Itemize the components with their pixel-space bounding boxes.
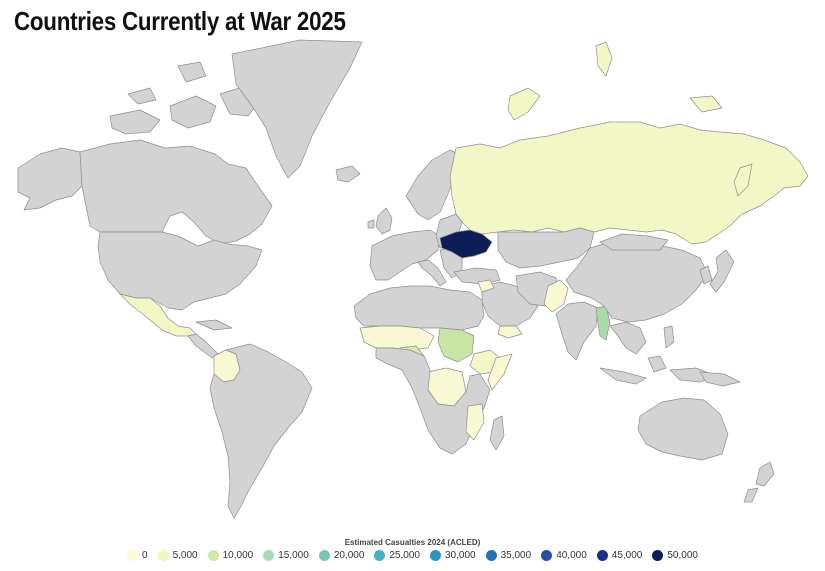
country-ukraine <box>439 229 493 259</box>
country-alaska <box>17 147 83 211</box>
country-turkey <box>453 267 501 285</box>
country-australia <box>637 397 729 461</box>
country-kazakhstan-central-asia <box>497 227 595 269</box>
country-korea-japan <box>699 249 735 293</box>
legend-swatch <box>485 550 497 561</box>
legend-swatch <box>652 550 664 561</box>
legend-item: 5,000 <box>157 550 198 561</box>
country-north-africa <box>353 285 485 331</box>
country-pakistan <box>543 279 569 313</box>
country-uk <box>367 207 393 235</box>
legend-swatch <box>541 550 553 561</box>
country-russia-islands <box>507 41 753 197</box>
country-madagascar <box>489 415 505 451</box>
legend-item: 0 <box>127 550 148 561</box>
legend-label: 25,000 <box>389 550 420 561</box>
country-syria <box>477 279 495 293</box>
legend-item: 20,000 <box>318 550 365 561</box>
world-map <box>0 36 825 536</box>
legend-item: 45,000 <box>596 550 643 561</box>
legend-item: 40,000 <box>541 550 587 561</box>
country-central-america <box>187 333 219 359</box>
country-philippines <box>663 325 675 349</box>
legend-item: 30,000 <box>430 550 476 561</box>
legend-label: 35,000 <box>500 550 532 561</box>
country-russia <box>449 121 809 245</box>
country-yemen <box>497 325 523 339</box>
legend-label: 45,000 <box>611 550 643 561</box>
legend-swatch <box>430 550 441 561</box>
legend-label: 20,000 <box>333 550 365 561</box>
legend-swatch <box>127 550 139 561</box>
country-india <box>555 301 599 361</box>
legend-title: Estimated Casualties 2024 (ACLED) <box>344 538 481 547</box>
country-indonesia <box>599 355 717 385</box>
country-south-america <box>209 343 313 519</box>
legend-label: 0 <box>142 550 148 561</box>
country-iceland <box>335 165 361 183</box>
legend-label: 50,000 <box>667 550 698 561</box>
legend-item: 15,000 <box>263 550 309 561</box>
legend-label: 40,000 <box>556 550 587 561</box>
country-mongolia <box>599 233 669 251</box>
country-canada <box>79 139 273 245</box>
legend-swatch <box>207 550 219 561</box>
legend-swatch <box>374 550 386 561</box>
legend-label: 10,000 <box>222 550 254 561</box>
legend-label: 30,000 <box>445 550 476 561</box>
country-new-zealand <box>743 461 775 503</box>
legend-item: 25,000 <box>374 550 420 561</box>
legend-item: 50,000 <box>652 550 698 561</box>
legend-swatch <box>318 550 330 561</box>
legend-swatch <box>596 550 608 561</box>
country-sahel <box>359 325 435 351</box>
country-new-guinea <box>699 371 741 387</box>
page-title: Countries Currently at War 2025 <box>14 6 346 36</box>
legend-item: 35,000 <box>485 550 532 561</box>
legend-label: 15,000 <box>278 550 309 561</box>
country-usa <box>97 231 263 311</box>
legend-swatch <box>157 550 169 561</box>
legend-swatch <box>263 550 275 561</box>
country-sudan <box>437 327 475 363</box>
country-cuba <box>195 319 233 331</box>
legend-item: 10,000 <box>207 550 254 561</box>
legend: 0 5,000 10,000 15,000 20,000 25,000 30,000 35,0… <box>0 550 825 561</box>
country-central-south-africa <box>375 347 491 455</box>
country-southeast-asia <box>609 321 647 355</box>
country-greenland <box>231 39 363 179</box>
country-somalia <box>487 353 513 391</box>
legend-label: 5,000 <box>172 550 198 561</box>
country-western-europe <box>369 229 441 281</box>
country-mozambique <box>465 403 485 441</box>
